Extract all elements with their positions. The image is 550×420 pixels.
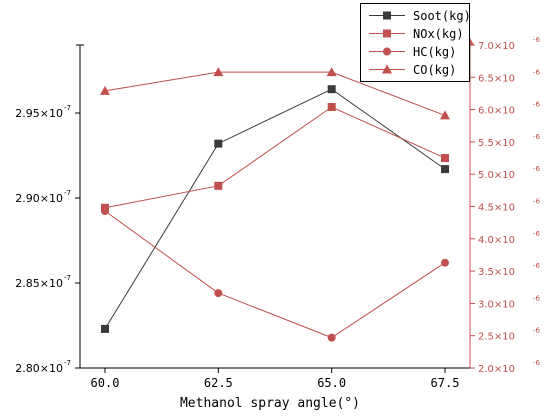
- data-point: [326, 67, 337, 77]
- left-tick-label: 2.90×10: [15, 192, 63, 205]
- right-tick-exponent: -6: [533, 133, 541, 141]
- series-line: [104, 210, 446, 339]
- legend-marker: [383, 47, 391, 56]
- left-tick-exponent: -7: [64, 104, 71, 112]
- right-tick-exponent: -6: [533, 165, 541, 173]
- data-point: [100, 85, 110, 95]
- data-point: [440, 110, 450, 120]
- left-tick-exponent: -7: [64, 359, 71, 367]
- legend-item-soot: Soot(kg): [367, 7, 471, 24]
- chart-legend: Soot(kg) NOx(kg) HC(kg) CO(kg): [360, 3, 471, 82]
- right-tick-exponent: -6: [533, 101, 541, 109]
- legend-label-soot: Soot(kg): [413, 8, 471, 23]
- right-tick-exponent: -6: [533, 68, 541, 76]
- x-tick-label: 65.0: [317, 376, 346, 390]
- legend-marker: [382, 64, 392, 74]
- right-tick-exponent: -6: [533, 359, 541, 367]
- right-tick-label: 6.0×10: [478, 106, 515, 117]
- legend-item-nox: NOx(kg): [367, 25, 464, 42]
- right-tick-exponent: -6: [533, 36, 541, 44]
- data-point: [441, 154, 449, 163]
- right-tick-label: 2.5×10: [478, 332, 515, 343]
- right-tick-label: 3.5×10: [478, 267, 515, 278]
- left-tick-label: 2.85×10: [15, 277, 63, 290]
- plot-frame: [76, 38, 474, 369]
- left-tick-exponent: -7: [64, 274, 71, 282]
- right-tick-exponent: -6: [533, 198, 541, 206]
- data-point: [214, 289, 223, 298]
- legend-marker: [383, 11, 391, 20]
- right-tick-label: 3.0×10: [478, 299, 515, 310]
- x-tick-label: 62.5: [204, 376, 233, 390]
- left-tick-label: 2.80×10: [15, 362, 63, 375]
- data-point: [441, 165, 449, 174]
- series-3: [100, 67, 450, 120]
- right-tick-exponent: -6: [533, 230, 541, 238]
- legend-item-hc: HC(kg): [367, 43, 456, 60]
- data-point: [441, 258, 449, 267]
- series-line: [104, 88, 446, 330]
- right-tick-label: 4.5×10: [478, 203, 515, 214]
- series-line: [104, 106, 446, 209]
- data-point: [101, 207, 109, 216]
- series-line: [104, 71, 446, 116]
- x-tick-label: 60.0: [91, 376, 120, 390]
- right-tick-exponent: -6: [533, 262, 541, 270]
- right-tick-exponent: -6: [533, 294, 541, 302]
- right-tick-label: 5.5×10: [478, 138, 515, 149]
- right-tick-label: 7.0×10: [478, 41, 515, 52]
- right-tick-label: 5.0×10: [478, 170, 515, 181]
- legend-label-nox: NOx(kg): [413, 26, 464, 41]
- x-axis-label: Methanol spray angle(°): [179, 396, 360, 411]
- right-tick-label: 6.5×10: [478, 73, 515, 84]
- series-1: [101, 103, 449, 212]
- data-point: [327, 103, 336, 112]
- x-tick-label: 67.5: [431, 376, 460, 390]
- legend-marker: [383, 29, 391, 38]
- left-tick-exponent: -7: [64, 189, 71, 197]
- right-tick-label: 2.0×10: [478, 364, 515, 375]
- data-point: [213, 67, 224, 77]
- legend-swatch-co: [369, 64, 405, 74]
- legend-swatch-nox: [369, 29, 405, 38]
- legend-swatch-hc: [369, 47, 405, 56]
- left-tick-label: 2.95×10: [15, 107, 63, 120]
- series-0: [101, 85, 449, 333]
- right-tick-exponent: -6: [533, 327, 541, 335]
- data-point: [327, 333, 336, 342]
- legend-label-co: CO(kg): [413, 62, 457, 77]
- series-2: [101, 207, 449, 342]
- right-tick-label: 4.0×10: [478, 235, 515, 246]
- legend-item-co: CO(kg): [367, 61, 456, 78]
- data-point: [214, 181, 223, 190]
- data-point: [327, 85, 336, 94]
- data-point: [101, 324, 109, 333]
- legend-label-hc: HC(kg): [413, 44, 457, 59]
- legend-swatch-soot: [369, 11, 405, 20]
- data-point: [214, 139, 223, 148]
